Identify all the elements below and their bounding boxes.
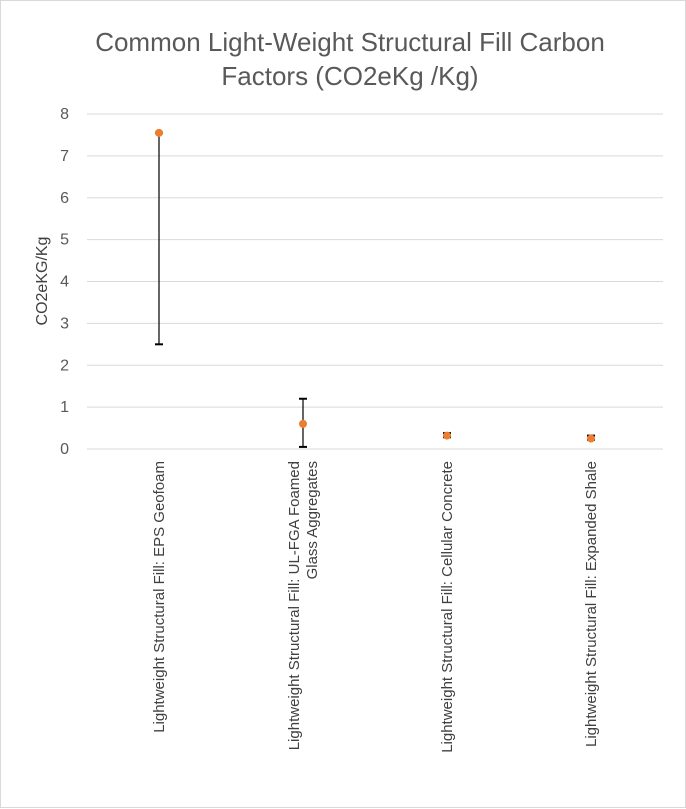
data-point	[443, 431, 451, 440]
category-label: Lightweight Structural Fill: UL-FGA Foam…	[286, 461, 321, 750]
chart-title-line-1: Common Light-Weight Structural Fill Carb…	[95, 27, 605, 57]
y-tick-label: 5	[60, 232, 69, 249]
y-tick-label: 0	[60, 441, 69, 458]
gridlines	[87, 113, 663, 450]
category-label-line: Lightweight Structural Fill: Expanded Sh…	[583, 461, 600, 747]
category-label-line: Lightweight Structural Fill: EPS Geofoam	[151, 461, 168, 733]
y-tick-label: 3	[60, 315, 69, 332]
category-labels: Lightweight Structural Fill: EPS Geofoam…	[151, 461, 600, 753]
category-label: Lightweight Structural Fill: EPS Geofoam	[151, 461, 168, 733]
data-point	[155, 128, 163, 137]
error-bars	[155, 131, 595, 448]
category-label-line: Glass Aggregates	[304, 461, 321, 579]
data-points	[155, 128, 595, 443]
data-point	[587, 434, 595, 443]
category-label: Lightweight Structural Fill: Cellular Co…	[439, 461, 456, 753]
y-axis-label: CO2eKG/Kg	[34, 237, 51, 326]
category-label: Lightweight Structural Fill: Expanded Sh…	[583, 461, 600, 747]
y-tick-label: 2	[60, 357, 69, 374]
chart-title-line-2: Factors (CO2eKg /Kg)	[221, 61, 478, 91]
y-tick-label: 8	[60, 106, 69, 123]
category-label-line: Lightweight Structural Fill: UL-FGA Foam…	[286, 461, 303, 750]
y-tick-label: 7	[60, 148, 69, 165]
category-label-line: Lightweight Structural Fill: Cellular Co…	[439, 461, 456, 753]
y-tick-label: 1	[60, 399, 69, 416]
y-tick-label: 4	[60, 274, 69, 291]
y-tick-labels: 0 1 2 3 4 5 6 7 8	[60, 106, 69, 458]
y-tick-label: 6	[60, 190, 69, 207]
data-point	[299, 419, 307, 428]
